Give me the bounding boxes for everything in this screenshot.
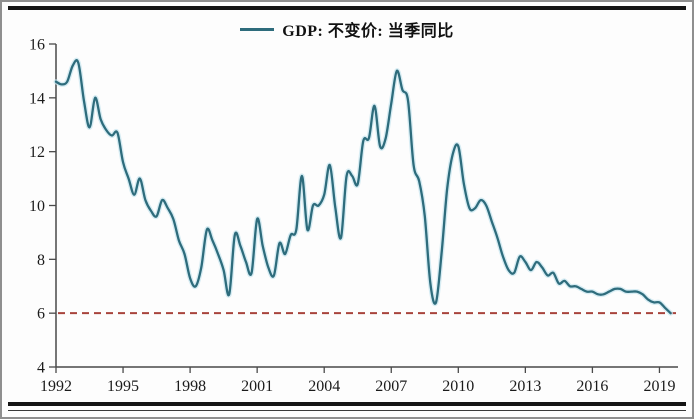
legend-line-swatch: [240, 27, 275, 31]
gdp-series-line: [54, 59, 672, 315]
legend: GDP: 不变价: 当季同比: [2, 18, 692, 40]
legend-label: GDP: 不变价: 当季同比: [282, 23, 454, 40]
x-tick-label: 2001: [241, 378, 273, 395]
bottom-horizontal-rule: [8, 402, 686, 406]
bottom-thin-rule: [8, 410, 686, 411]
gdp-series-halo: [53, 57, 674, 316]
x-tick-label: 2013: [509, 378, 541, 395]
x-tick-label: 2007: [375, 378, 407, 395]
x-tick-label: 1998: [174, 378, 206, 395]
x-tick-label: 2004: [308, 378, 340, 395]
y-tick-label: 10: [29, 198, 45, 215]
y-tick-label: 6: [37, 306, 45, 323]
x-tick-label: 2019: [643, 378, 675, 395]
x-tick-label: 1995: [107, 378, 139, 395]
y-tick-label: 14: [29, 90, 45, 107]
y-tick-label: 8: [37, 252, 45, 269]
x-tick-label: 1992: [40, 378, 72, 395]
x-tick-label: 2016: [576, 378, 608, 395]
y-tick-label: 12: [29, 144, 45, 161]
y-tick-label: 16: [29, 37, 45, 54]
x-tick-label: 2010: [442, 378, 474, 395]
top-horizontal-rule: [8, 6, 686, 10]
y-tick-label: 4: [37, 360, 45, 377]
